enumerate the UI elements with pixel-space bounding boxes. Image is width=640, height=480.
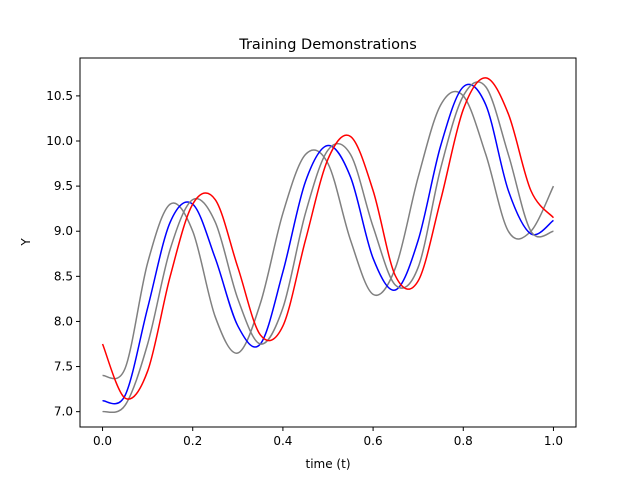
- x-axis-label: time (t): [306, 457, 351, 471]
- x-tick-label: 0.4: [273, 434, 292, 448]
- y-tick-label: 8.5: [54, 269, 73, 283]
- y-tick-label: 8.0: [54, 314, 73, 328]
- x-tick-label: 0.0: [93, 434, 112, 448]
- plot-area: [79, 57, 577, 428]
- y-axis-ticks: 7.0 7.5 8.0 8.5 9.0 9.5 10.0 10.5: [46, 89, 80, 419]
- x-tick-label: 0.6: [364, 434, 383, 448]
- y-tick-label: 10.5: [46, 89, 73, 103]
- y-tick-label: 9.5: [54, 179, 73, 193]
- y-axis-label: Y: [19, 238, 33, 247]
- series-line-2: [102, 83, 554, 405]
- series-line-4: [101, 77, 555, 400]
- x-tick-label: 1.0: [544, 434, 563, 448]
- y-tick-label: 7.0: [54, 405, 73, 419]
- x-tick-label: 0.8: [454, 434, 473, 448]
- series-group: [101, 77, 555, 414]
- plot-background: [80, 58, 576, 427]
- y-tick-label: 10.0: [46, 134, 73, 148]
- y-tick-label: 7.5: [54, 360, 73, 374]
- y-tick-label: 9.0: [54, 224, 73, 238]
- x-tick-label: 0.2: [183, 434, 202, 448]
- x-axis-ticks: 0.0 0.2 0.4 0.6 0.8 1.0: [93, 427, 563, 448]
- chart-title: Training Demonstrations: [238, 37, 417, 53]
- axes-frame: [79, 57, 577, 428]
